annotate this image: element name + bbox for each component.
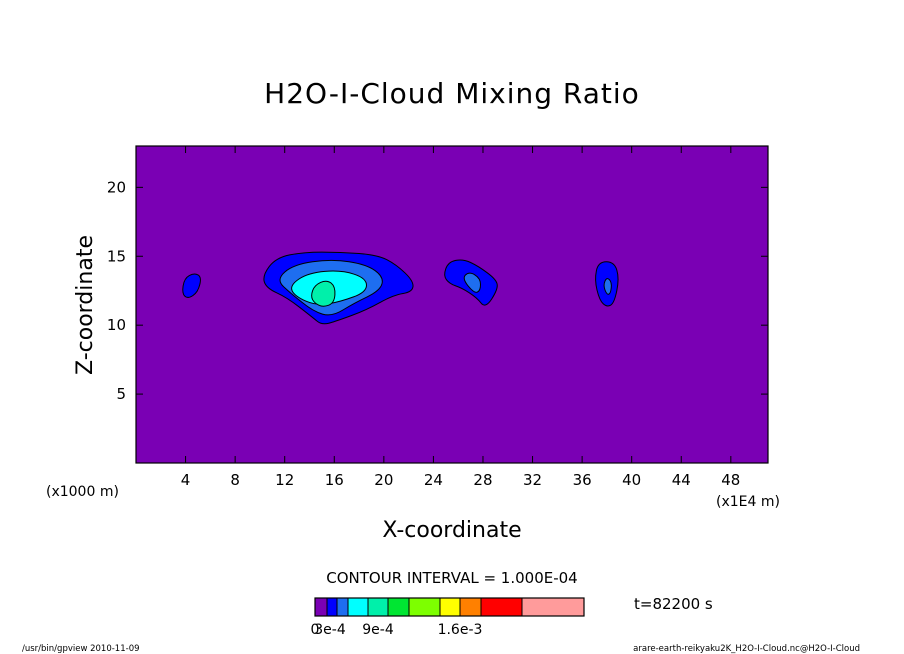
colorbar-label: 0 xyxy=(311,622,320,638)
y-tick-label: 5 xyxy=(116,385,126,403)
footer-right: arare-earth-reikyaku2K_H2O-I-Cloud.nc@H2… xyxy=(633,644,860,654)
colorbar-frame xyxy=(314,597,585,617)
plot-frame xyxy=(135,145,769,464)
contour-interval: CONTOUR INTERVAL = 1.000E-04 xyxy=(326,569,577,587)
x-unit-left: (x1000 m) xyxy=(46,484,119,500)
colorbar: 03e-4 9e-4 1.6e-3 xyxy=(311,597,585,638)
colorbar-swatch xyxy=(459,597,482,617)
x-tick-label: 8 xyxy=(230,471,240,489)
x-tick-label: 48 xyxy=(721,471,740,489)
contour-cloud-main xyxy=(311,280,336,307)
colorbar-swatch xyxy=(326,597,338,617)
colorbar-label: 1.6e-3 xyxy=(438,622,483,638)
chart-title: H2O-I-Cloud Mixing Ratio xyxy=(264,77,640,110)
colorbar-swatch xyxy=(314,597,328,617)
colorbar-swatch xyxy=(387,597,410,617)
y-tick-label: 20 xyxy=(107,178,126,196)
x-tick-label: 28 xyxy=(473,471,492,489)
x-tick-label: 44 xyxy=(672,471,691,489)
y-tick-label: 15 xyxy=(107,247,126,265)
x-axis-label: X-coordinate xyxy=(382,518,521,543)
time-label: t=82200 s xyxy=(634,595,713,613)
colorbar-swatch xyxy=(347,597,369,617)
contour-cloud xyxy=(463,272,482,293)
contour-layer xyxy=(182,251,619,325)
x-tick-label: 16 xyxy=(325,471,344,489)
colorbar-swatch xyxy=(439,597,461,617)
x-tick-label: 32 xyxy=(523,471,542,489)
x-tick-label: 24 xyxy=(424,471,443,489)
colorbar-swatch xyxy=(336,597,349,617)
x-tick-label: 12 xyxy=(275,471,294,489)
contour-cloud xyxy=(182,273,201,298)
colorbar-swatch xyxy=(408,597,441,617)
y-axis-label: Z-coordinate xyxy=(73,235,98,375)
x-tick-label: 40 xyxy=(622,471,641,489)
colorbar-swatch xyxy=(480,597,523,617)
x-tick-label: 20 xyxy=(374,471,393,489)
colorbar-label: 9e-4 xyxy=(362,622,394,638)
x-axis: 4 8 12 16 20 24 28 32 36 40 44 48 xyxy=(181,146,740,489)
plot-background xyxy=(136,146,768,463)
x-tick-label: 36 xyxy=(573,471,592,489)
contour-cloud xyxy=(603,278,612,295)
y-axis: 5 10 15 20 xyxy=(107,178,768,403)
x-tick-label: 4 xyxy=(181,471,191,489)
colorbar-swatch xyxy=(521,597,585,617)
colorbar-label: 3e-4 xyxy=(314,622,346,638)
footer-left: /usr/bin/gpview 2010-11-09 xyxy=(22,644,140,654)
x-unit-right: (x1E4 m) xyxy=(716,494,780,510)
colorbar-swatch xyxy=(367,597,389,617)
y-tick-label: 10 xyxy=(107,316,126,334)
